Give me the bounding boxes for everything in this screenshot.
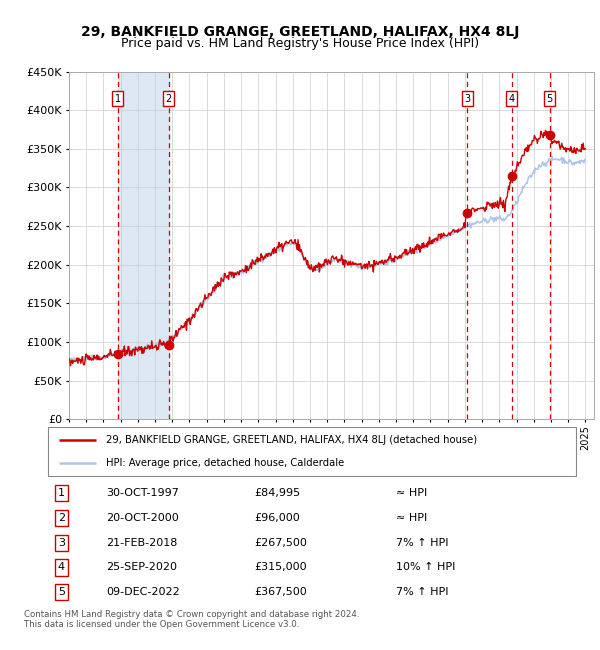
- Text: 5: 5: [547, 94, 553, 103]
- Text: 25-SEP-2020: 25-SEP-2020: [106, 562, 177, 573]
- Text: 09-DEC-2022: 09-DEC-2022: [106, 587, 180, 597]
- Text: 20-OCT-2000: 20-OCT-2000: [106, 513, 179, 523]
- Text: 29, BANKFIELD GRANGE, GREETLAND, HALIFAX, HX4 8LJ (detached house): 29, BANKFIELD GRANGE, GREETLAND, HALIFAX…: [106, 436, 477, 445]
- Text: £267,500: £267,500: [254, 538, 307, 548]
- Text: 2: 2: [58, 513, 65, 523]
- Text: 4: 4: [509, 94, 515, 103]
- Text: 5: 5: [58, 587, 65, 597]
- Text: HPI: Average price, detached house, Calderdale: HPI: Average price, detached house, Cald…: [106, 458, 344, 467]
- Text: ≈ HPI: ≈ HPI: [397, 488, 428, 499]
- Text: Price paid vs. HM Land Registry's House Price Index (HPI): Price paid vs. HM Land Registry's House …: [121, 37, 479, 50]
- Text: £96,000: £96,000: [254, 513, 299, 523]
- Text: 7% ↑ HPI: 7% ↑ HPI: [397, 587, 449, 597]
- Text: 4: 4: [58, 562, 65, 573]
- Text: 10% ↑ HPI: 10% ↑ HPI: [397, 562, 456, 573]
- Text: 21-FEB-2018: 21-FEB-2018: [106, 538, 178, 548]
- Bar: [118, 72, 169, 419]
- FancyBboxPatch shape: [48, 427, 576, 476]
- Text: 2: 2: [166, 94, 172, 103]
- Text: £315,000: £315,000: [254, 562, 307, 573]
- Text: £84,995: £84,995: [254, 488, 300, 499]
- Text: ≈ HPI: ≈ HPI: [397, 513, 428, 523]
- Text: 30-OCT-1997: 30-OCT-1997: [106, 488, 179, 499]
- Text: 7% ↑ HPI: 7% ↑ HPI: [397, 538, 449, 548]
- Text: 29, BANKFIELD GRANGE, GREETLAND, HALIFAX, HX4 8LJ: 29, BANKFIELD GRANGE, GREETLAND, HALIFAX…: [81, 25, 519, 39]
- Text: 1: 1: [58, 488, 65, 499]
- Text: £367,500: £367,500: [254, 587, 307, 597]
- Text: 3: 3: [58, 538, 65, 548]
- Text: Contains HM Land Registry data © Crown copyright and database right 2024.
This d: Contains HM Land Registry data © Crown c…: [24, 610, 359, 629]
- Text: 3: 3: [464, 94, 470, 103]
- Text: 1: 1: [115, 94, 121, 103]
